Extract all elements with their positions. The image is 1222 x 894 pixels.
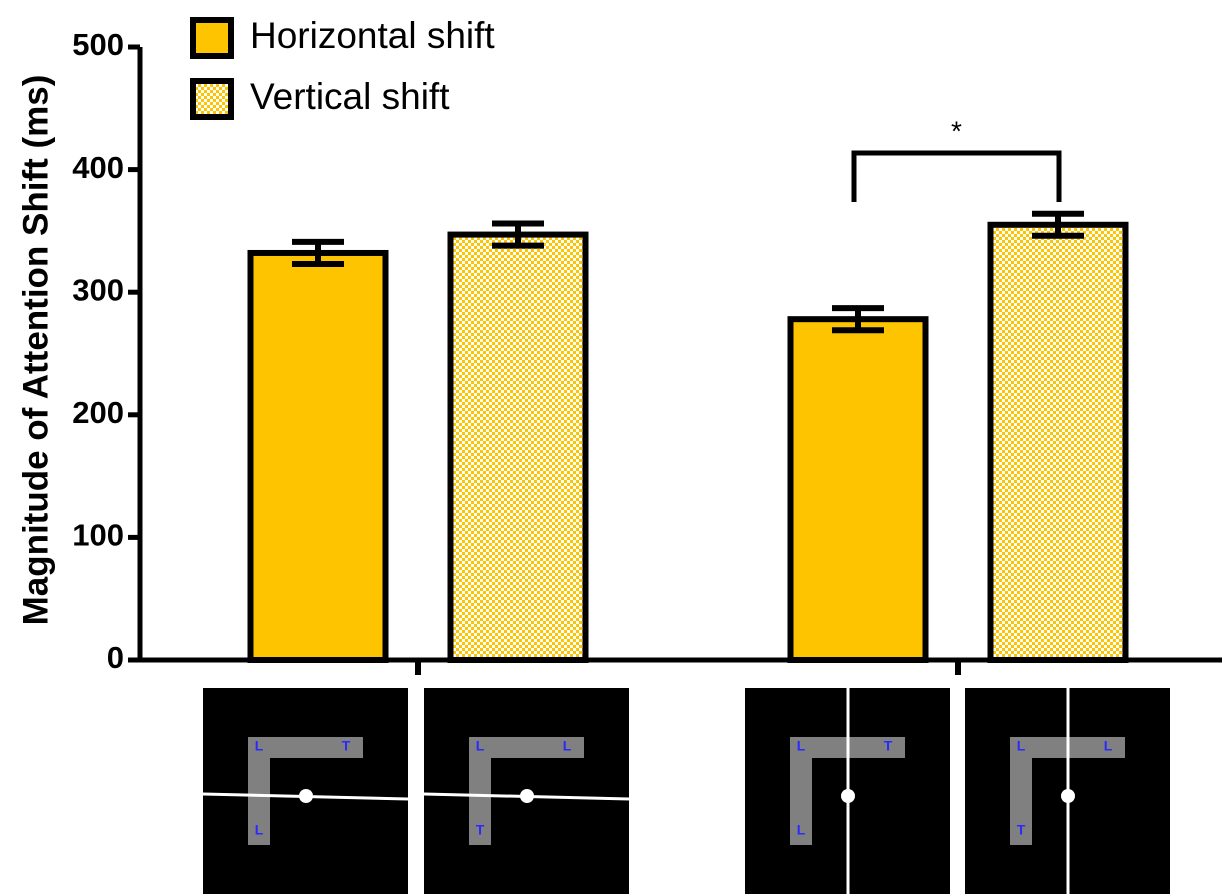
- annotation: *: [951, 115, 962, 146]
- stimulus-letter: L: [1104, 738, 1113, 754]
- significance-bracket: [851, 150, 1062, 202]
- y-tick-label: 200: [72, 395, 124, 430]
- stimulus-image: L L T: [965, 688, 1170, 894]
- bar: [447, 231, 589, 663]
- stimulus-image: L T L: [745, 688, 950, 894]
- fixation-dot: [1061, 789, 1075, 803]
- legend-swatch: [190, 17, 234, 59]
- fixation-dot: [841, 789, 855, 803]
- y-tick-label: 100: [72, 518, 124, 553]
- stimulus-arm: [790, 737, 812, 845]
- bar: [247, 249, 389, 664]
- stimulus-letter: L: [797, 822, 806, 838]
- y-tick-label: 400: [72, 150, 124, 185]
- stimulus-letter: T: [342, 738, 351, 754]
- stimulus-arm: [248, 737, 270, 845]
- legend-label: Horizontal shift: [250, 15, 495, 56]
- stimulus-letter: T: [1017, 822, 1026, 838]
- stimulus-arm: [1010, 737, 1032, 845]
- stimulus-arm: [248, 737, 363, 758]
- stimulus-image: L L T: [423, 688, 630, 894]
- stimulus-letter: L: [563, 738, 572, 754]
- error-bar: [1032, 210, 1084, 239]
- legend-swatch: [190, 78, 234, 120]
- stimulus-letter: L: [255, 738, 264, 754]
- error-bar: [492, 220, 544, 249]
- error-bar: [292, 238, 344, 268]
- bar: [987, 221, 1129, 664]
- legend-label: Vertical shift: [250, 76, 450, 117]
- stimulus-arm: [469, 737, 584, 758]
- fixation-dot: [299, 789, 313, 803]
- stimulus-letter: L: [1017, 738, 1026, 754]
- stimulus-letter: L: [797, 738, 806, 754]
- bar: [787, 316, 929, 663]
- y-tick-label: 0: [107, 640, 124, 675]
- fixation-dot: [520, 789, 534, 803]
- stimulus-letter: T: [884, 738, 893, 754]
- stimulus-letter: L: [476, 738, 485, 754]
- y-axis-label: Magnitude of Attention Shift (ms): [16, 75, 55, 626]
- stimulus-letter: T: [476, 822, 485, 838]
- y-tick-label: 300: [72, 272, 124, 307]
- stimulus-image: L T L: [202, 688, 409, 894]
- stimulus-letter: L: [255, 822, 264, 838]
- error-bar: [832, 305, 884, 334]
- stimulus-arm: [469, 737, 491, 845]
- y-tick-label: 500: [72, 27, 124, 62]
